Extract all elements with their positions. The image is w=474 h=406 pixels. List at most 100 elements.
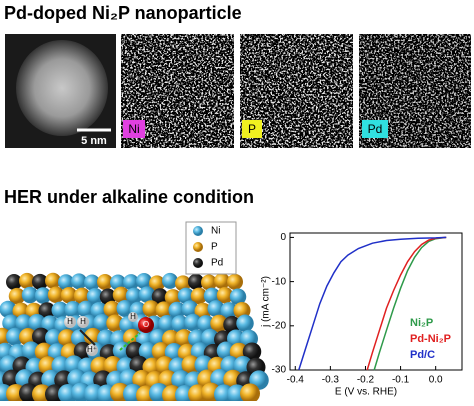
panel-label: Ni [128, 122, 139, 136]
lsv-chart: -0.4 -0.3 -0.2 -0.1 0.0 0 -10 -20 -30 E (V vs. RH… [261, 232, 463, 398]
atom-h [86, 344, 98, 356]
atom [86, 288, 104, 305]
plot-frame [289, 232, 463, 371]
series-line [373, 236, 447, 371]
atom-h [64, 316, 76, 328]
atom [45, 328, 63, 347]
x-tick-label: -0.1 [392, 375, 410, 386]
atom [51, 301, 69, 319]
label-box [362, 120, 388, 138]
y-tick-label: 0 [280, 232, 286, 243]
atom [45, 272, 61, 289]
image-row: 5 nm Ni P Pd [5, 34, 471, 148]
x-axis-label: E (V vs. RHE) [335, 387, 397, 398]
atom [41, 315, 59, 333]
particle [16, 40, 108, 136]
atom [184, 313, 202, 332]
atom-label: H⁺ [87, 345, 97, 354]
x-tick-label: 0.0 [429, 375, 443, 386]
atom [28, 313, 46, 332]
atom [103, 300, 121, 318]
atom [181, 300, 199, 318]
atom [171, 315, 189, 333]
atom [6, 273, 22, 290]
legend-atom [193, 258, 203, 268]
atom [214, 273, 230, 290]
atom [138, 341, 158, 361]
atom [73, 287, 91, 305]
atom-h [77, 316, 89, 328]
atom [223, 315, 241, 334]
atom [15, 314, 33, 332]
atom [6, 327, 24, 346]
atom [138, 286, 156, 303]
atom [164, 289, 182, 306]
atom-label: H [130, 312, 136, 321]
atom [116, 300, 134, 318]
atom [125, 341, 145, 361]
atom [97, 273, 113, 290]
atom [34, 287, 52, 304]
atom [190, 287, 208, 305]
atom [210, 314, 228, 333]
atom [112, 286, 130, 304]
atom [19, 272, 35, 289]
atom [136, 273, 152, 290]
atom [97, 329, 115, 348]
x-tick-label: -0.4 [287, 375, 305, 386]
atom [162, 272, 178, 289]
atom [71, 273, 87, 290]
panel-label: P [248, 122, 256, 136]
atom [110, 274, 126, 291]
x-tick-label: -0.2 [357, 375, 375, 386]
atom [38, 302, 56, 320]
schematic: H HH⁺OH [0, 272, 269, 406]
atom-label: O [143, 320, 149, 329]
series-line [366, 236, 447, 371]
atom [151, 288, 169, 305]
atom [175, 329, 193, 348]
section-title: HER under alkaline condition [4, 187, 254, 207]
legend-label: Pd [211, 258, 223, 269]
legend-label: Ni₂P [410, 317, 433, 329]
legend-label: P [211, 242, 218, 253]
atom [242, 342, 262, 361]
atom-label: H [80, 317, 86, 326]
atom [2, 314, 20, 332]
atom-h [128, 312, 138, 322]
atom [207, 300, 225, 318]
atom [47, 286, 65, 303]
atom [220, 302, 238, 320]
atom-label: H [67, 317, 73, 326]
atom [32, 273, 48, 290]
atom [197, 315, 215, 333]
atom [112, 341, 132, 360]
x-tick-label: -0.3 [322, 375, 340, 386]
atom [203, 287, 221, 305]
atom [175, 275, 191, 292]
atom [93, 313, 111, 332]
atom [123, 274, 139, 291]
atom [60, 286, 78, 304]
atom [236, 314, 254, 333]
atom [188, 273, 204, 290]
panel-label: Pd [368, 122, 383, 136]
atom [106, 314, 124, 332]
legend-label: Pd/C [410, 349, 435, 361]
scale-bar-label: 5 nm [81, 135, 107, 147]
atom [8, 287, 26, 305]
arrow [119, 332, 141, 351]
legend-atom [193, 226, 203, 236]
atom [77, 300, 95, 318]
atom [142, 300, 160, 318]
schematic-legend: Ni P Pd [185, 221, 237, 275]
atom [125, 287, 143, 305]
atom [155, 301, 173, 319]
atom-o [138, 317, 154, 333]
atom [32, 327, 50, 346]
legend-label: Ni [211, 226, 220, 237]
y-tick-label: -30 [272, 365, 287, 376]
atom [229, 288, 247, 305]
atom [164, 343, 184, 362]
